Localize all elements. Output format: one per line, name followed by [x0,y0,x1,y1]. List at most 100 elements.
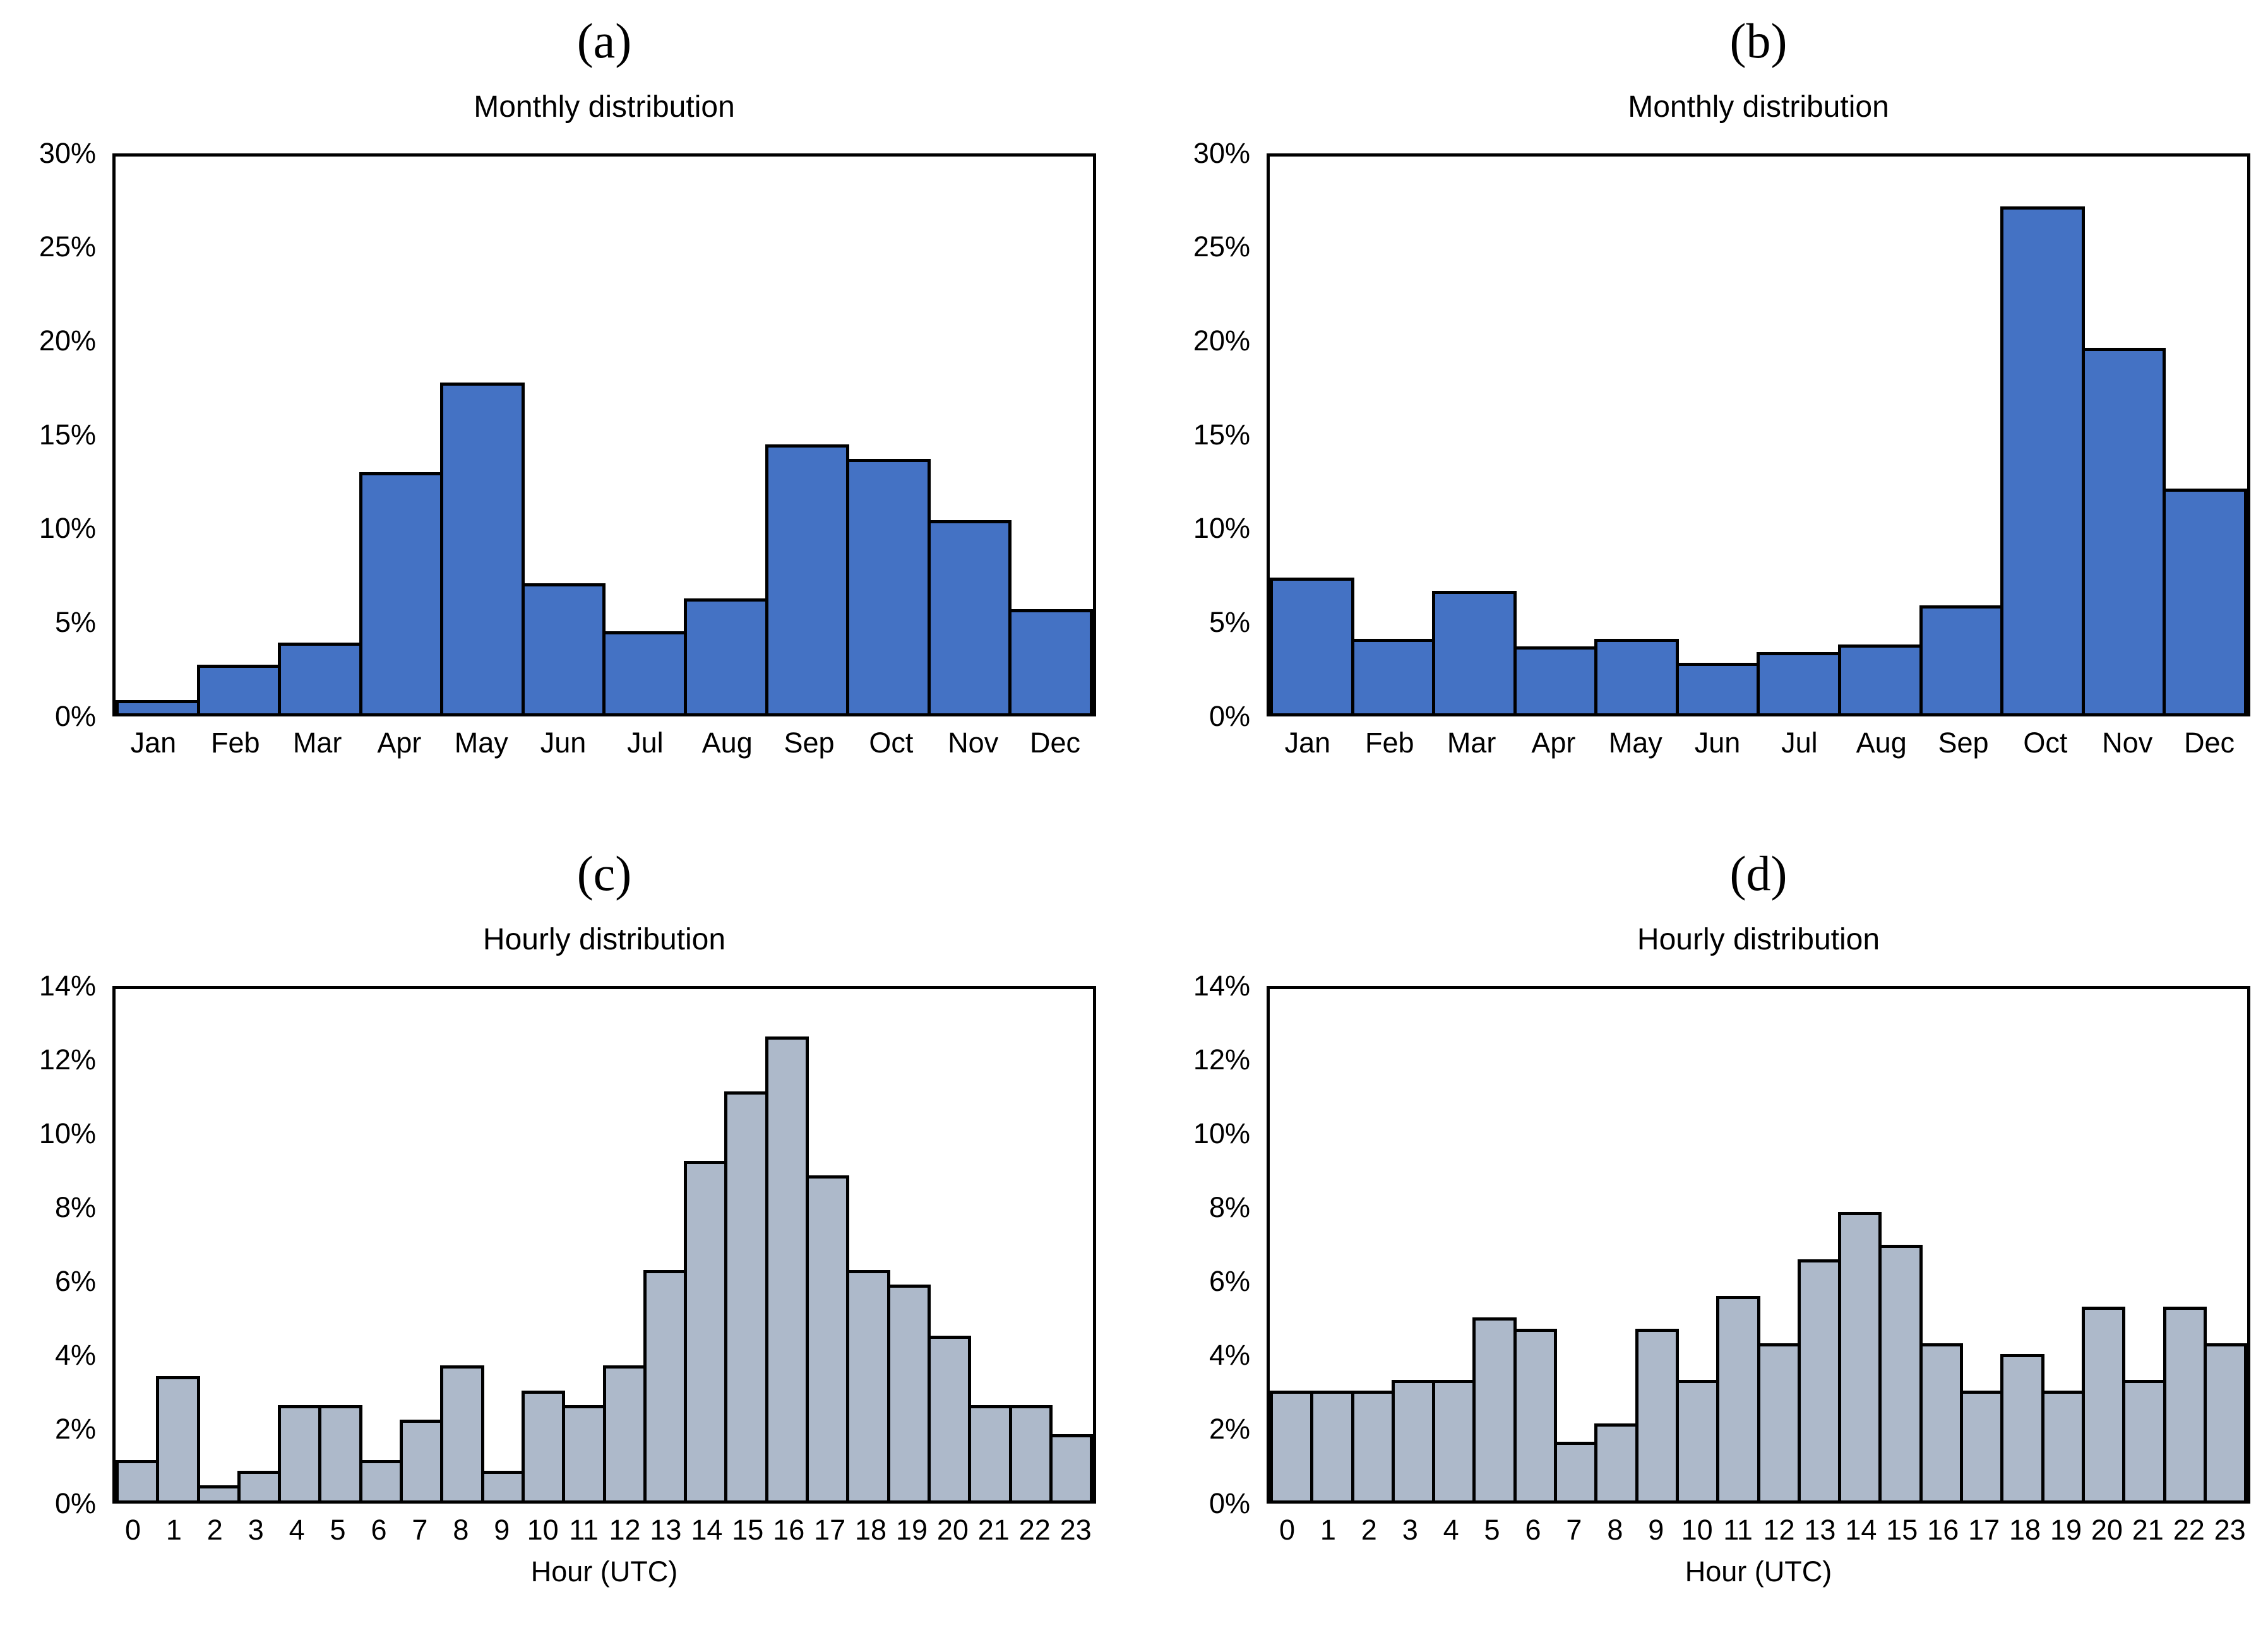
bar [1270,1391,1314,1500]
x-axis-label: 4 [289,1513,305,1546]
x-axis-label: 7 [412,1513,428,1546]
x-axis-label: 12 [609,1513,641,1546]
bar [400,1420,444,1500]
bar [643,1270,688,1500]
x-axis-title: Hour (UTC) [1685,1555,1832,1588]
bar [1716,1295,1760,1500]
bar [318,1405,362,1500]
bar [1310,1391,1354,1500]
y-axis-label: 0% [54,1487,96,1519]
x-axis-label: 1 [1320,1513,1336,1546]
x-axis-label: 6 [1525,1513,1541,1546]
bar [1554,1442,1598,1500]
x-axis-label: 21 [2132,1513,2164,1546]
bar [1270,578,1354,713]
x-axis-label: 3 [248,1513,264,1546]
y-axis-label: 8% [1209,1191,1250,1224]
x-axis-label: 11 [569,1513,599,1546]
bar [1838,1211,1882,1500]
bar [1960,1391,2004,1500]
bar [1757,651,1842,713]
bar [1513,1328,1558,1500]
bar [2000,206,2085,713]
y-axis: 0% 2% 4% 6% 8% 10% 12% 14% [18,970,112,1519]
bar [1594,1423,1638,1500]
x-axis-label: 20 [2091,1513,2123,1546]
bar [684,1160,728,1500]
x-axis-label: 12 [1763,1513,1795,1546]
bar [2000,1354,2044,1500]
bar [1838,644,1923,713]
x-axis: 0 1 2 3 4 5 6 7 8 9 10 11 12 13 14 15 16 17 18 19 20 21 22 23 [1267,1504,2250,1547]
y-axis-label: 15% [39,418,96,451]
x-axis-title: Hour (UTC) [530,1555,678,1588]
x-axis-label: 16 [1927,1513,1959,1546]
y-axis-label: 10% [1193,1117,1250,1149]
x-axis-label: Aug [701,726,753,759]
x-axis-label: 21 [977,1513,1010,1546]
bar [886,1285,931,1500]
y-axis-label: 0% [1209,1487,1250,1519]
panel-label: (b) [1729,13,1788,68]
x-axis: Jan Feb Mar Apr May Jun Jul Aug Sep Oct Nov Dec [1267,716,2250,759]
plot-area [1267,153,2250,716]
y-axis-label: 2% [54,1413,96,1446]
y-axis-label: 30% [1193,136,1250,169]
y-axis: 0% 2% 4% 6% 8% 10% 12% 14% [1172,970,1267,1519]
x-axis-label: 0 [124,1513,141,1546]
x-axis-label: Jun [1694,726,1741,759]
y-axis-label: 4% [54,1339,96,1372]
x-axis-label: Jan [1284,726,1331,759]
x-axis-label: Apr [1531,726,1576,759]
y-axis-label: 5% [54,606,96,639]
x-axis: 0 1 2 3 4 5 6 7 8 9 10 11 12 13 14 15 16 17 18 19 20 21 22 23 [112,1504,1096,1547]
x-axis-label: Jun [540,726,587,759]
x-axis-label: Nov [2102,726,2153,759]
y-axis: 0% 5% 10% 15% 20% 25% 30% [1172,137,1267,732]
bar [602,631,688,713]
bar [562,1405,606,1500]
x-axis-label: 8 [1607,1513,1623,1546]
x-axis-label: Mar [1447,726,1496,759]
y-axis-label: 14% [39,969,96,1002]
bar [156,1375,200,1500]
x-axis-label: Mar [292,726,342,759]
x-axis-label: 9 [1648,1513,1664,1546]
bar [359,1459,403,1500]
bar [1675,1379,1720,1500]
y-axis-label: 8% [54,1191,96,1224]
bar [237,1471,282,1500]
chart-title: Monthly distribution [474,90,735,124]
bar [440,383,525,713]
x-axis-label: 15 [732,1513,764,1546]
bar [2163,489,2247,713]
bar [1391,1379,1436,1500]
y-axis-label: 2% [1209,1413,1250,1446]
bar [359,472,444,713]
x-axis-label: Sep [784,726,835,759]
y-axis-label: 10% [39,1117,96,1149]
y-axis-label: 12% [39,1043,96,1076]
x-axis-label: 6 [371,1513,387,1546]
chart-title: Monthly distribution [1628,90,1889,124]
x-axis-title [1267,768,2250,775]
y-axis-label: 0% [54,699,96,732]
bar [196,665,282,713]
bar [116,700,200,713]
bar [2081,1306,2126,1500]
bar [1878,1244,1923,1500]
y-axis-label: 25% [39,230,96,263]
x-axis-label: Oct [869,726,914,759]
x-axis-label: 18 [2009,1513,2041,1546]
bar [1049,1434,1094,1500]
bar [846,1270,890,1500]
x-axis-label: 13 [650,1513,682,1546]
x-axis-label: 22 [1018,1513,1051,1546]
bar [1757,1343,1801,1500]
x-axis-label: 22 [2173,1513,2205,1546]
y-axis-label: 30% [39,136,96,169]
x-axis-label: 5 [1484,1513,1500,1546]
bar [968,1405,1012,1500]
x-axis-label: 5 [330,1513,346,1546]
